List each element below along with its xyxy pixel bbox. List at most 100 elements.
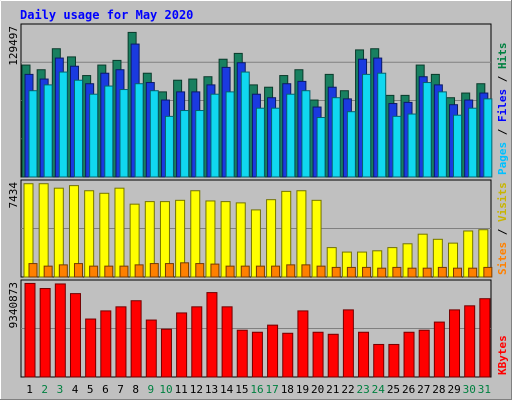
legend-entry-sites: Sites [496, 242, 509, 275]
bar-kbytes-day-4 [69, 293, 81, 378]
x-tick-label: 29 [447, 383, 460, 396]
bar-kbytes-day-18 [282, 332, 294, 378]
bar-pages-day-24 [377, 72, 387, 178]
bar-kbytes-day-7 [115, 306, 127, 378]
bar-sites-day-20 [316, 265, 326, 278]
x-tick-label: 22 [341, 383, 354, 396]
bar-sites-day-23 [362, 266, 372, 278]
bar-kbytes-day-29 [449, 309, 461, 378]
bar-kbytes-day-21 [327, 333, 339, 378]
bar-pages-day-7 [119, 89, 129, 178]
bar-kbytes-day-27 [418, 329, 430, 378]
bar-kbytes-day-23 [358, 331, 370, 378]
panel-kbytes: 9340873 KBytes [7, 279, 509, 378]
bar-kbytes-day-26 [403, 331, 415, 378]
bar-pages-day-20 [316, 117, 326, 178]
bar-kbytes-day-30 [464, 305, 476, 378]
bar-kbytes-day-14 [221, 306, 233, 378]
x-tick-label: 21 [326, 383, 339, 396]
bar-sites-day-19 [301, 264, 311, 278]
x-tick-label: 30 [463, 383, 476, 396]
bar-pages-day-18 [286, 93, 296, 178]
x-tick-label: 8 [132, 383, 139, 396]
bar-sites-day-25 [392, 266, 402, 278]
bar-sites-day-8 [134, 264, 144, 278]
legend-entry-hits: Hits [496, 43, 509, 70]
legend-entry-visits: Visits [496, 182, 509, 222]
panel-hits-files-pages: 129497 Pages / Files / Hits [7, 23, 509, 178]
x-tick-label: 6 [102, 383, 109, 396]
bar-pages-day-3 [58, 71, 68, 178]
bar-pages-day-17 [271, 107, 281, 178]
legend-entry-kbytes: KBytes [496, 335, 509, 375]
bar-sites-day-15 [240, 265, 250, 278]
bar-kbytes-day-13 [206, 292, 218, 378]
legend-entry-files: Files [496, 89, 509, 122]
bar-pages-day-2 [43, 84, 53, 178]
bar-sites-day-10 [164, 263, 174, 278]
legend-separator: / [496, 222, 509, 242]
y-max-label: 129497 [7, 26, 20, 66]
x-tick-label: 18 [281, 383, 294, 396]
x-tick-label: 24 [372, 383, 386, 396]
bar-sites-day-26 [407, 267, 417, 278]
bar-visits-day-20 [311, 199, 322, 278]
bar-pages-day-25 [392, 115, 402, 178]
x-tick-label: 1 [26, 383, 33, 396]
x-tick-label: 2 [41, 383, 48, 396]
bar-sites-day-14 [225, 265, 235, 278]
bar-sites-day-4 [73, 263, 83, 278]
x-tick-label: 17 [266, 383, 279, 396]
x-tick-label: 25 [387, 383, 400, 396]
bar-pages-day-23 [362, 73, 372, 178]
bar-pages-day-4 [73, 79, 83, 178]
bar-sites-day-17 [271, 265, 281, 278]
bar-kbytes-day-6 [100, 310, 112, 378]
bar-kbytes-day-9 [145, 319, 157, 378]
bar-visits-day-17 [266, 199, 277, 278]
bar-pages-day-22 [346, 111, 356, 178]
bar-sites-day-27 [422, 267, 432, 278]
bar-pages-day-10 [164, 115, 174, 178]
bar-kbytes-day-15 [236, 329, 248, 378]
bar-kbytes-day-2 [39, 288, 51, 378]
x-tick-label: 10 [159, 383, 172, 396]
bar-visits-day-3 [53, 187, 64, 278]
bar-kbytes-day-20 [312, 331, 324, 378]
bar-kbytes-day-12 [191, 306, 203, 378]
legend: Pages / Files / Hits [496, 43, 509, 176]
y-max-label: 9340873 [7, 282, 20, 328]
legend-separator: / [496, 122, 509, 142]
bar-pages-day-15 [240, 71, 250, 178]
bar-pages-day-16 [255, 107, 265, 178]
bar-sites-day-28 [437, 266, 447, 278]
bar-pages-day-30 [468, 107, 478, 178]
bar-sites-day-22 [346, 266, 356, 278]
x-tick-label: 20 [311, 383, 324, 396]
bar-pages-day-1 [28, 90, 38, 178]
bar-pages-day-9 [149, 90, 159, 178]
bar-pages-day-14 [225, 91, 235, 178]
x-tick-label: 19 [296, 383, 309, 396]
bar-pages-day-8 [134, 83, 144, 178]
x-tick-label: 11 [175, 383, 188, 396]
bar-pages-day-21 [331, 97, 341, 178]
bar-sites-day-21 [331, 266, 341, 278]
x-tick-label: 31 [478, 383, 491, 396]
bar-sites-day-30 [468, 267, 478, 278]
bar-sites-day-9 [149, 263, 159, 278]
x-tick-label: 7 [117, 383, 124, 396]
x-tick-label: 9 [148, 383, 155, 396]
bar-kbytes-day-24 [373, 343, 385, 378]
x-tick-label: 15 [235, 383, 248, 396]
bar-pages-day-5 [89, 93, 99, 178]
panel-visits-sites: 7434 Sites / Visits [7, 179, 509, 278]
bar-kbytes-day-17 [267, 324, 279, 378]
y-max-label: 7434 [7, 182, 20, 209]
legend: KBytes [496, 335, 509, 375]
bar-kbytes-day-10 [160, 328, 172, 378]
x-tick-label: 26 [402, 383, 415, 396]
bar-visits-day-2 [38, 183, 49, 278]
bar-kbytes-day-31 [479, 298, 491, 378]
x-tick-label: 27 [417, 383, 430, 396]
